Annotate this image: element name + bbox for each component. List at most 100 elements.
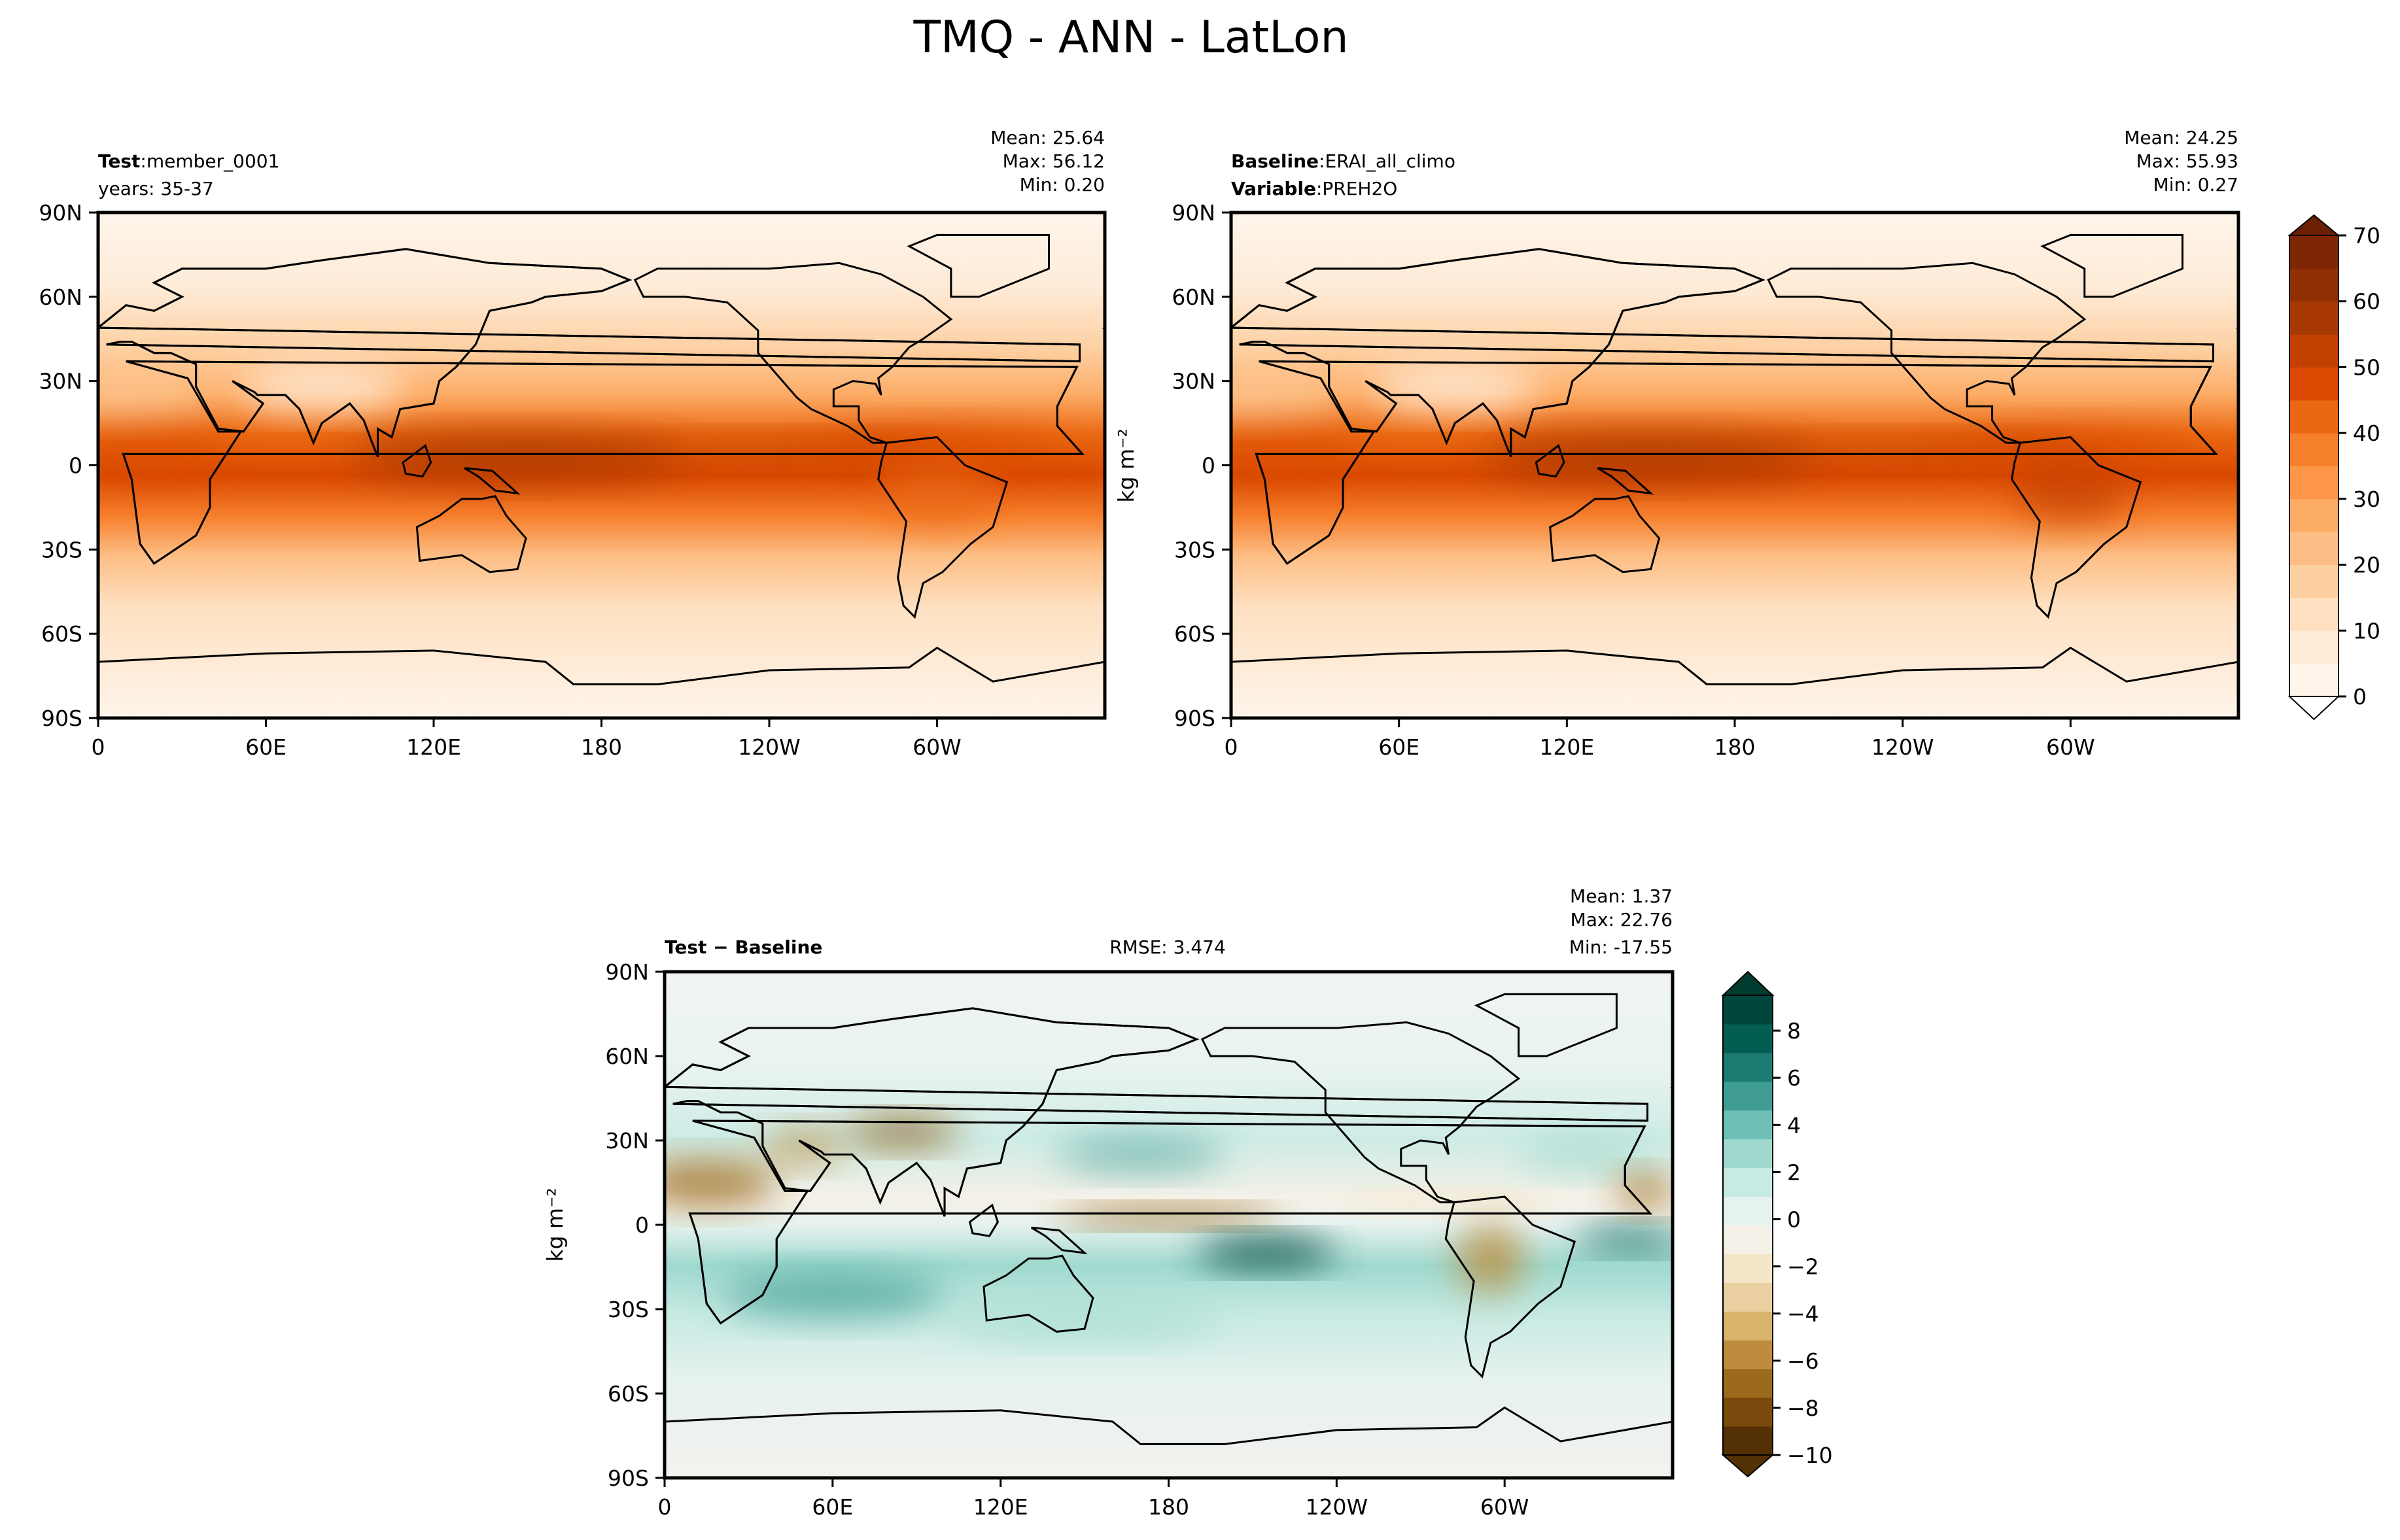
panel2-max: Max: 55.93: [2136, 150, 2238, 172]
coastline-newguinea: [464, 467, 521, 495]
panel2-variable: Variable:PREH2O: [1231, 178, 1397, 199]
colorbar-oranges-tick-label: 40: [2353, 420, 2380, 446]
y-tick-label: 60S: [608, 1381, 649, 1407]
colorbar-oranges-tick-label: 20: [2353, 553, 2380, 578]
field-blob: [1056, 1137, 1225, 1172]
field-blob: [1518, 1137, 1659, 1172]
panel2-mean: Mean: 24.25: [2124, 127, 2238, 148]
x-tick-label: 60E: [1378, 734, 1419, 760]
map-panel-1: [0, 213, 1105, 718]
x-tick-label: 120E: [1539, 734, 1594, 760]
y-tick-label: 90S: [1174, 706, 1215, 731]
colorbar-brbg-tick-label: 6: [1787, 1065, 1801, 1091]
y-tick-label: 30N: [1172, 369, 1215, 394]
field-blob: [945, 1306, 1225, 1341]
panel1-header: Test:member_0001: [98, 150, 279, 172]
colorbar-brbg-segment: [1723, 1311, 1773, 1341]
colorbar-oranges-tick-label: 30: [2353, 487, 2380, 512]
panel3-min: Min: -17.55: [1569, 936, 1673, 958]
colorbar-brbg-segment: [1723, 1254, 1773, 1283]
colorbar-oranges-segment: [2289, 334, 2339, 368]
y-tick-label: 90N: [39, 200, 82, 226]
coastline-antarctica: [1672, 1420, 1673, 1422]
field-blob: [2014, 465, 2127, 522]
field-blob: [1574, 1227, 1673, 1250]
colorbar-brbg-segment: [1723, 1397, 1773, 1427]
y-tick-label: 30S: [41, 537, 82, 562]
colorbar-oranges-tick-label: 0: [2353, 684, 2367, 710]
x-tick-label: 180: [1148, 1494, 1189, 1520]
coastline-samerica: [1444, 1195, 1576, 1379]
field-blob: [1231, 423, 1357, 479]
y-tick-label: 0: [1202, 453, 1215, 479]
coastline-eurasia-wrap: [98, 248, 1081, 458]
map-panel-2: [1231, 213, 2238, 718]
coastline-eurasia-wrap: [0, 249, 73, 457]
colorbar-oranges-segment: [2289, 498, 2339, 532]
colorbar-oranges-tick-label: 10: [2353, 618, 2380, 643]
coastline-africa-wrap: [688, 1120, 1653, 1325]
panel3-ylabel: kg m⁻²: [542, 1188, 568, 1261]
coastline-greenland: [907, 233, 1050, 298]
coastline-samerica: [2010, 436, 2142, 619]
colorbar-brbg-tick-label: 2: [1787, 1159, 1801, 1185]
field-blob: [1457, 1225, 1525, 1293]
field-blob: [1056, 1208, 1281, 1225]
y-tick-label: 90S: [41, 706, 82, 731]
field-blob: [665, 1160, 777, 1205]
x-tick-label: 120E: [406, 734, 461, 760]
y-tick-label: 90N: [1172, 200, 1215, 226]
colorbar-brbg-extend-min: [1721, 1454, 1775, 1478]
coastline-antarctica: [98, 646, 1105, 685]
coastline-australia: [415, 495, 527, 573]
field-blob: [1196, 1239, 1337, 1267]
colorbar-oranges-tick-label: 60: [2353, 289, 2380, 315]
colorbar-oranges-segment: [2289, 630, 2339, 664]
coastline-eurasia: [1669, 1086, 1673, 1088]
y-tick-label: 60S: [1174, 621, 1215, 647]
x-tick-label: 60W: [913, 734, 962, 760]
coastline-africa-wrap: [122, 360, 1085, 565]
colorbar-brbg-tick-label: −4: [1787, 1301, 1819, 1327]
panel2-ylabel: kg m⁻²: [1113, 428, 1139, 502]
field-blob: [1616, 1174, 1673, 1208]
colorbar-oranges-segment: [2289, 268, 2339, 302]
colorbar-brbg-segment: [1723, 1023, 1773, 1053]
coastline-australia: [1549, 495, 1661, 573]
colorbar-brbg-segment: [1723, 1225, 1773, 1254]
field-blob: [237, 364, 406, 409]
field-blob: [846, 1118, 959, 1146]
panel3-header: Test − Baseline: [665, 936, 822, 958]
y-tick-label: 60N: [605, 1044, 649, 1069]
colorbar-oranges-tick-label: 50: [2353, 354, 2380, 380]
y-tick-label: 30N: [605, 1128, 649, 1154]
x-tick-label: 0: [1225, 734, 1238, 760]
colorbar-oranges-frame: [2289, 235, 2339, 697]
colorbar-oranges-segment: [2289, 433, 2339, 466]
colorbar-brbg-segment: [1723, 1426, 1773, 1456]
colorbar-brbg-frame: [1722, 995, 1773, 1456]
field-blob: [98, 372, 210, 418]
coastline-antarctica: [1231, 646, 2238, 685]
coastline-borneo: [968, 1203, 1000, 1237]
x-tick-label: 60E: [245, 734, 287, 760]
field-blob: [720, 1273, 945, 1318]
field-background: [665, 972, 1673, 1478]
colorbar-brbg-segment: [1723, 1340, 1773, 1369]
colorbar-brbg-extend-max: [1721, 970, 1775, 996]
coastline-eurasia-wrap: [1231, 248, 2214, 458]
colorbar-brbg-tick-label: −8: [1787, 1395, 1819, 1421]
x-tick-label: 60W: [2046, 734, 2095, 760]
coastline-namerica: [1200, 1021, 1521, 1204]
field-blob: [349, 434, 686, 479]
coastline-australia: [983, 1254, 1094, 1333]
colorbar-brbg-segment: [1723, 1138, 1773, 1169]
colorbar-oranges-segment: [2289, 663, 2339, 697]
panel3-rmse: RMSE: 3.474: [1109, 936, 1226, 958]
field-blob: [811, 428, 1063, 474]
colorbar-brbg-segment: [1723, 1369, 1773, 1398]
coastline-australia: [1992, 1256, 2101, 1331]
field-blob: [1483, 434, 1819, 479]
colorbar-brbg-tick-label: −6: [1787, 1348, 1819, 1374]
